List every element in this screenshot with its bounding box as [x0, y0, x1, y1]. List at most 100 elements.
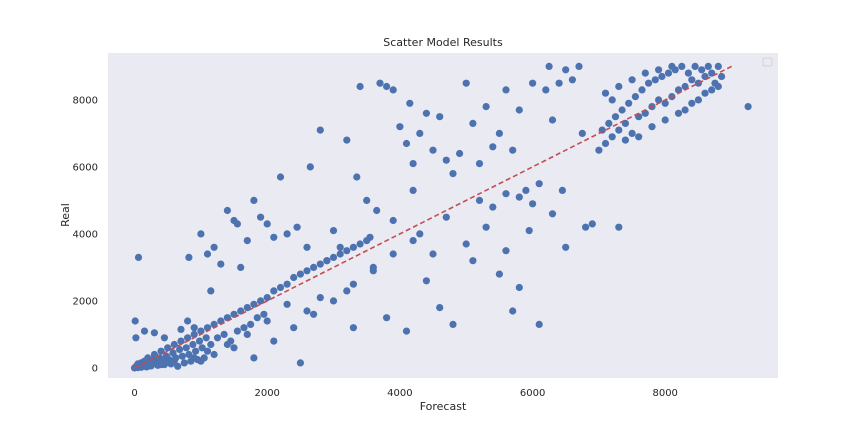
scatter-point — [562, 243, 570, 251]
scatter-point — [134, 364, 142, 372]
scatter-point — [615, 223, 623, 231]
scatter-point — [628, 129, 636, 137]
scatter-point — [416, 129, 424, 137]
x-tick-label: 2000 — [254, 388, 279, 399]
scatter-point — [310, 310, 318, 318]
scatter-point — [535, 320, 543, 328]
scatter-point — [283, 280, 291, 288]
scatter-point — [515, 283, 523, 292]
scatter-point — [701, 89, 709, 97]
legend-box — [762, 57, 773, 67]
scatter-point — [694, 96, 703, 104]
scatter-point — [150, 329, 158, 337]
scatter-point — [213, 334, 222, 342]
scatter-point — [383, 314, 391, 322]
scatter-point — [197, 230, 205, 238]
scatter-point — [389, 216, 397, 225]
scatter-point — [195, 337, 204, 345]
scatter-point — [416, 230, 424, 238]
scatter-point — [402, 327, 411, 335]
scatter-point — [293, 223, 301, 231]
scatter-point — [618, 106, 626, 114]
scatter-point — [436, 304, 444, 312]
scatter-point — [681, 106, 689, 114]
scatter-point — [230, 344, 238, 352]
scatter-point — [684, 69, 693, 77]
scatter-point — [449, 170, 457, 178]
y-tick-label: 0 — [92, 363, 98, 374]
scatter-point — [207, 340, 215, 349]
scatter-point — [661, 116, 669, 124]
scatter-point — [631, 93, 640, 101]
scatter-point — [184, 334, 192, 342]
scatter-point — [436, 113, 444, 121]
scatter-point — [185, 350, 193, 359]
scatter-point — [525, 227, 533, 235]
scatter-point — [645, 79, 653, 87]
scatter-point — [310, 263, 318, 271]
scatter-point — [475, 160, 484, 168]
scatter-point — [283, 230, 291, 238]
points-layer — [130, 62, 752, 372]
scatter-point — [140, 327, 149, 335]
scatter-point — [462, 79, 470, 87]
scatter-point — [688, 99, 696, 107]
scatter-point — [190, 330, 198, 338]
scatter-point — [237, 263, 245, 271]
scatter-point — [655, 66, 663, 74]
scatter-point — [190, 354, 198, 362]
scatter-point — [276, 173, 285, 181]
scatter-point — [233, 327, 241, 335]
scatter-point — [674, 109, 683, 117]
scatter-point — [698, 66, 706, 74]
scatter-point — [217, 260, 225, 268]
scatter-point — [270, 337, 278, 345]
scatter-point — [243, 330, 251, 338]
scatter-point — [290, 324, 298, 332]
scatter-point — [306, 163, 314, 171]
scatter-point — [202, 334, 210, 342]
scatter-point — [529, 200, 537, 208]
scatter-point — [469, 119, 477, 127]
scatter-point — [422, 109, 430, 117]
scatter-point — [605, 119, 613, 127]
scatter-point — [144, 362, 152, 370]
scatter-point — [316, 294, 324, 302]
x-ticks: 0 2000 4000 6000 8000 — [131, 388, 678, 399]
scatter-point — [198, 344, 206, 352]
scatter-point — [263, 317, 271, 325]
scatter-point — [648, 123, 656, 131]
scatter-point — [189, 340, 197, 349]
scatter-point — [578, 129, 586, 137]
scatter-point — [197, 357, 205, 365]
scatter-point — [203, 347, 212, 355]
scatter-point — [429, 146, 437, 154]
scatter-point — [185, 253, 193, 261]
scatter-point — [263, 220, 271, 228]
scatter-point — [263, 294, 271, 302]
scatter-point — [257, 297, 265, 305]
scatter-point — [343, 287, 351, 295]
scatter-point — [495, 129, 503, 137]
scatter-point — [389, 250, 397, 258]
y-ticks: 0 2000 4000 6000 8000 — [73, 95, 98, 374]
scatter-point — [608, 96, 616, 104]
scatter-point — [651, 76, 659, 84]
scatter-point — [515, 106, 523, 114]
scatter-point — [489, 203, 497, 211]
scatter-point — [283, 300, 291, 308]
scatter-point — [176, 345, 184, 354]
scatter-point — [456, 149, 464, 158]
scatter-point — [628, 76, 636, 84]
scatter-point — [316, 126, 324, 134]
scatter-point — [509, 307, 517, 315]
scatter-point — [243, 237, 251, 245]
scatter-point — [678, 62, 686, 70]
scatter-point — [157, 361, 165, 369]
scatter-point — [625, 99, 633, 107]
scatter-point — [502, 190, 510, 198]
scatter-point — [615, 82, 623, 91]
scatter-point — [409, 160, 417, 168]
scatter-point — [373, 206, 381, 215]
